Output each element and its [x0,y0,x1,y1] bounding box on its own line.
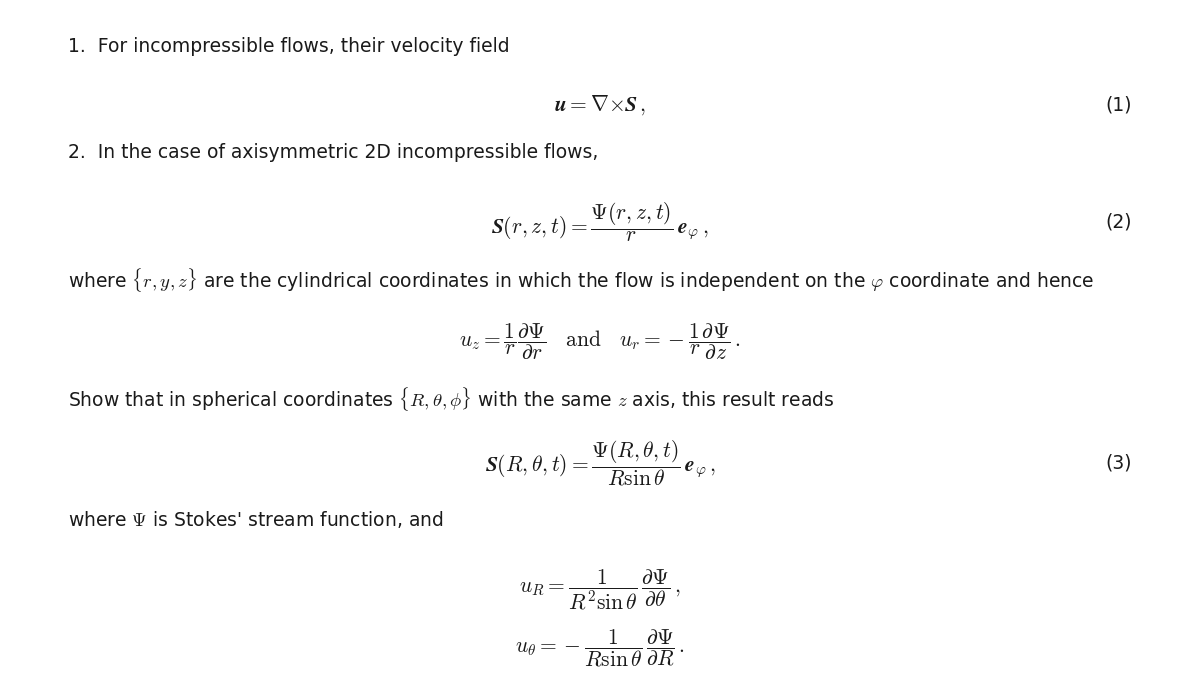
Text: (3): (3) [1105,453,1133,473]
Text: $u_\theta = -\dfrac{1}{R\sin\theta}\,\dfrac{\partial\Psi}{\partial R}\,.$: $u_\theta = -\dfrac{1}{R\sin\theta}\,\df… [515,627,685,669]
Text: $\boldsymbol{u} = \boldsymbol{\nabla}{\times}\boldsymbol{S}\,,$: $\boldsymbol{u} = \boldsymbol{\nabla}{\t… [554,93,646,117]
Text: (2): (2) [1105,213,1133,232]
Text: 2.  In the case of axisymmetric 2D incompressible flows,: 2. In the case of axisymmetric 2D incomp… [67,144,598,162]
Text: (1): (1) [1105,96,1133,115]
Text: $u_R = \dfrac{1}{R^2\sin\theta}\,\dfrac{\partial\Psi}{\partial\theta}\,,$: $u_R = \dfrac{1}{R^2\sin\theta}\,\dfrac{… [520,568,680,612]
Text: where $\Psi$ is Stokes' stream function, and: where $\Psi$ is Stokes' stream function,… [67,509,443,530]
Text: $\boldsymbol{S}(r, z, t) = \dfrac{\Psi(r, z, t)}{r}\,\boldsymbol{e}_{\varphi}\,,: $\boldsymbol{S}(r, z, t) = \dfrac{\Psi(r… [491,201,709,244]
Text: $\boldsymbol{S}(R, \theta, t) = \dfrac{\Psi(R, \theta, t)}{R\sin\theta}\,\boldsy: $\boldsymbol{S}(R, \theta, t) = \dfrac{\… [485,438,715,488]
Text: 1.  For incompressible flows, their velocity field: 1. For incompressible flows, their veloc… [67,37,510,57]
Text: where $\{r, y, z\}$ are the cylindrical coordinates in which the flow is indepen: where $\{r, y, z\}$ are the cylindrical … [67,266,1094,294]
Text: Show that in spherical coordinates $\{R, \theta, \phi\}$ with the same $z$ axis,: Show that in spherical coordinates $\{R,… [67,385,834,413]
Text: $u_z = \dfrac{1}{r}\dfrac{\partial\Psi}{\partial r}\quad \mathrm{and} \quad u_r : $u_z = \dfrac{1}{r}\dfrac{\partial\Psi}{… [460,322,740,362]
